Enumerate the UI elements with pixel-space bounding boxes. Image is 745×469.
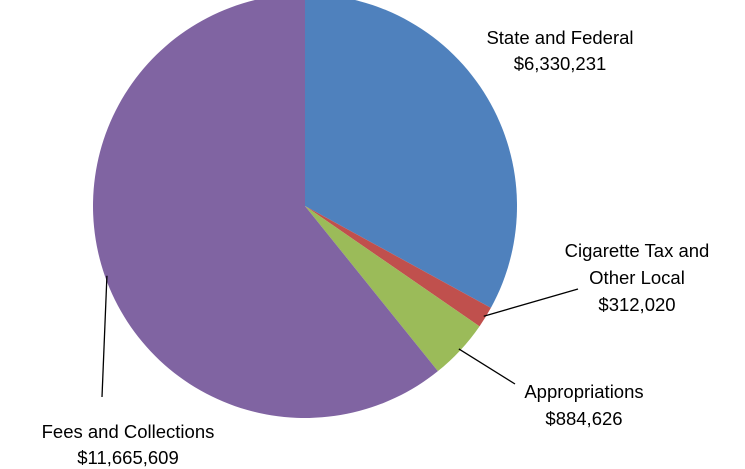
- leader-line-cigarette-tax: [483, 288, 579, 317]
- leader-lines: [101, 275, 579, 398]
- slice-label-appropriations-value: $884,626: [545, 408, 622, 429]
- slice-state-federal: [305, 0, 518, 308]
- slice-label-cigarette-tax-name-line2: Other Local: [589, 267, 685, 288]
- leader-line-appropriations: [458, 348, 516, 385]
- slice-label-fees-collections-name: Fees and Collections: [42, 421, 215, 442]
- slice-cigarette-tax-other-local: [305, 206, 491, 327]
- pie-slices: [93, 0, 518, 418]
- slice-label-cigarette-tax-name-line1: Cigarette Tax and: [565, 240, 710, 261]
- slice-label-state-federal-name: State and Federal: [486, 27, 633, 48]
- slice-label-appropriations-name: Appropriations: [524, 381, 643, 402]
- slice-label-state-federal-value: $6,330,231: [514, 53, 607, 74]
- slice-labels: State and Federal $6,330,231 Cigarette T…: [42, 27, 710, 468]
- slice-label-cigarette-tax-value: $312,020: [598, 294, 675, 315]
- slice-label-fees-collections-value: $11,665,609: [77, 447, 179, 468]
- slice-fees-collections: [93, 0, 438, 418]
- slice-appropriations: [305, 206, 480, 372]
- leader-line-fees-collections: [101, 275, 108, 398]
